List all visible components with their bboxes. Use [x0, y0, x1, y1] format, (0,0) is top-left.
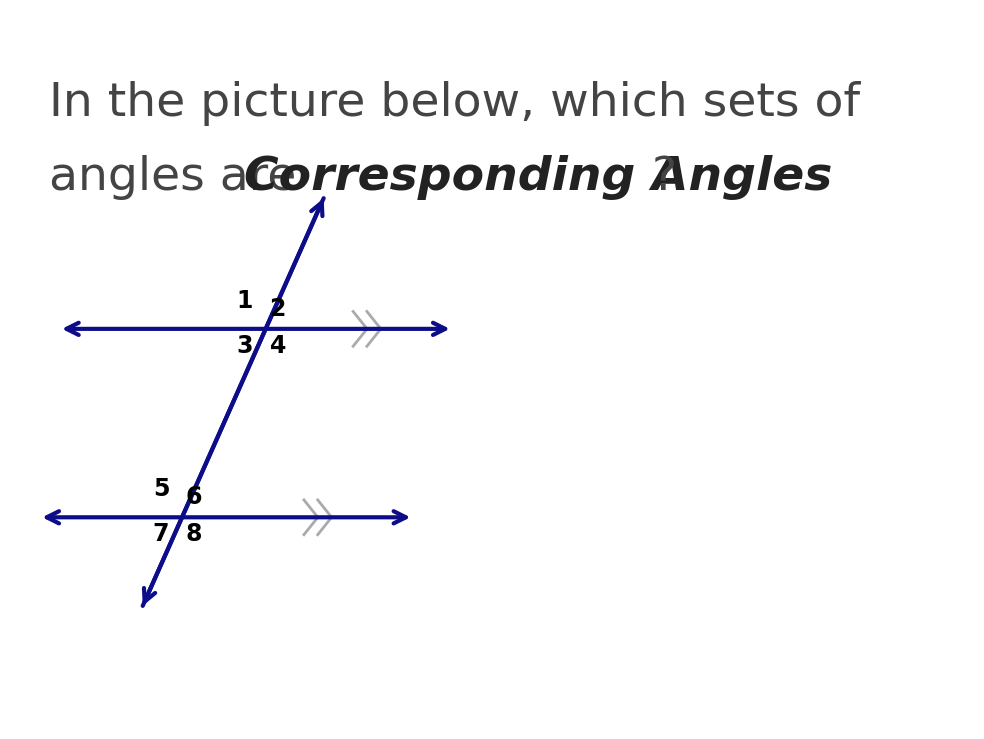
- Text: Corresponding Angles: Corresponding Angles: [244, 155, 832, 200]
- Text: 5: 5: [153, 477, 169, 501]
- Text: angles are: angles are: [49, 155, 312, 200]
- Text: 1: 1: [236, 289, 253, 313]
- Text: ?: ?: [651, 155, 677, 200]
- Text: 2: 2: [270, 297, 286, 321]
- Text: 6: 6: [186, 486, 203, 509]
- Text: 3: 3: [236, 334, 253, 358]
- Text: 4: 4: [270, 334, 286, 358]
- Text: In the picture below, which sets of: In the picture below, which sets of: [49, 81, 860, 126]
- Text: 7: 7: [153, 522, 169, 546]
- Text: 8: 8: [186, 522, 203, 546]
